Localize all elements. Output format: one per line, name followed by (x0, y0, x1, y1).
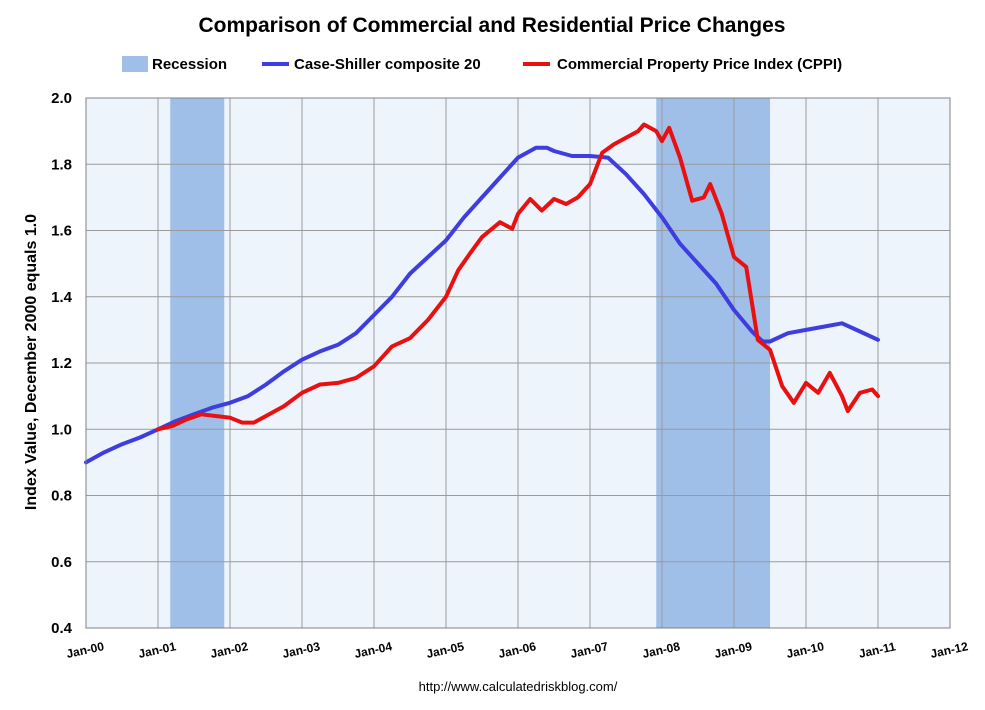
plot-frame (85, 97, 951, 629)
y-axis-label: Index Value, December 2000 equals 1.0 (23, 214, 40, 510)
legend: Recession Case-Shiller composite 20 Commer… (122, 56, 842, 73)
series-line-2 (156, 122, 880, 432)
y-tick-label: 1.0 (51, 421, 72, 438)
y-tick-label: 1.6 (51, 223, 72, 240)
y-tick-label: 1.2 (51, 355, 72, 372)
y-tick-label: 1.8 (51, 156, 72, 173)
x-tick-label: Jan-04 (353, 639, 393, 661)
plot-border (85, 97, 951, 629)
legend-swatch-recession (122, 56, 148, 72)
y-tick-label: 2.0 (51, 90, 72, 107)
series-layer (84, 122, 880, 465)
y-axis-ticks: 0.4 0.6 0.8 1.0 1.2 1.4 1.6 1.8 2.0 (51, 90, 73, 637)
x-tick-label: Jan-05 (425, 639, 465, 661)
x-tick-label: Jan-01 (137, 639, 177, 661)
legend-label: Recession (152, 56, 227, 73)
y-tick-label: 0.8 (51, 488, 72, 505)
source-url: http://www.calculatedriskblog.com/ (419, 679, 618, 694)
y-tick-label: 0.4 (51, 620, 73, 637)
x-tick-label: Jan-10 (785, 639, 825, 661)
x-tick-label: Jan-08 (641, 639, 681, 661)
y-tick-label: 1.4 (51, 289, 73, 306)
x-tick-label: Jan-09 (713, 639, 753, 661)
legend-label: Commercial Property Price Index (CPPI) (557, 56, 842, 73)
y-tick-label: 0.6 (51, 554, 72, 571)
x-axis-ticks: Jan-00 Jan-01 Jan-02 Jan-03 Jan-04 Jan-05 Jan-… (65, 639, 969, 661)
x-tick-label: Jan-00 (65, 639, 105, 661)
chart-title: Comparison of Commercial and Residential… (199, 14, 786, 37)
x-tick-label: Jan-11 (857, 639, 897, 661)
legend-label: Case-Shiller composite 20 (294, 56, 481, 73)
x-tick-label: Jan-06 (497, 639, 537, 661)
x-tick-label: Jan-12 (929, 639, 969, 661)
x-tick-label: Jan-03 (281, 639, 321, 661)
x-tick-label: Jan-02 (209, 639, 249, 661)
x-tick-label: Jan-07 (569, 639, 609, 661)
